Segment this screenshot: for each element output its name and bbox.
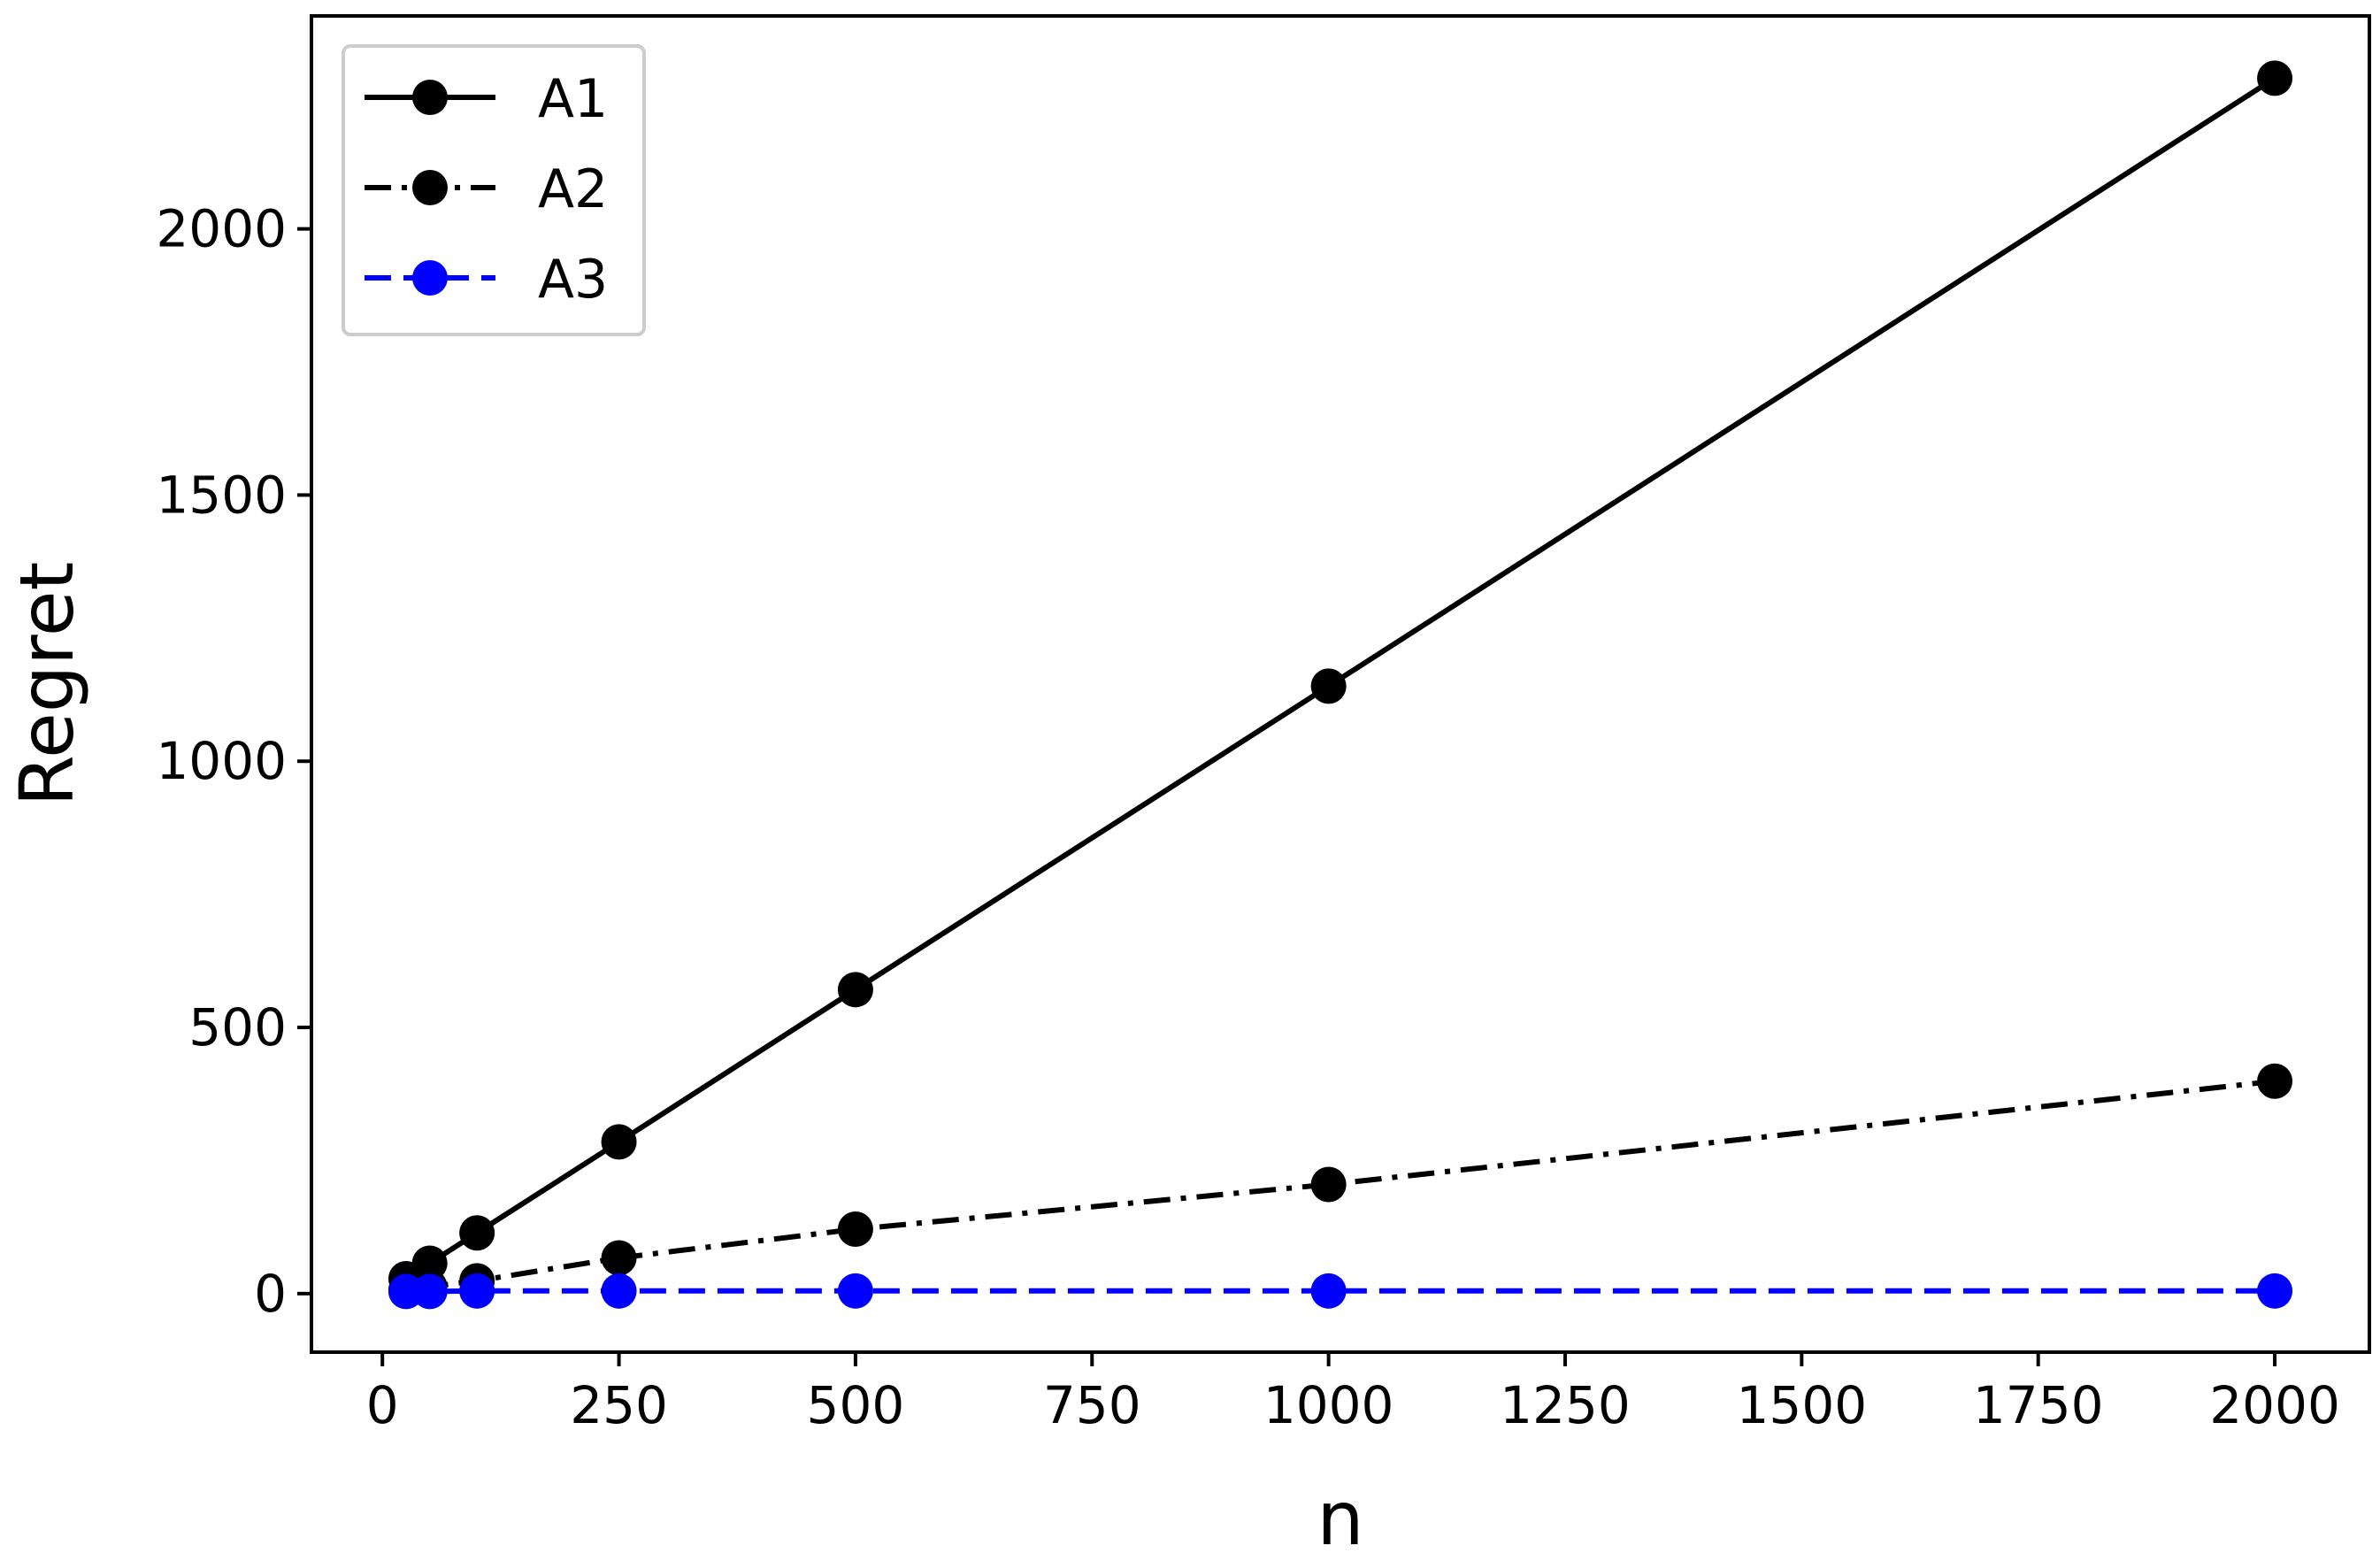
x-tick-label: 1250 bbox=[1500, 1375, 1631, 1435]
data-point-a3 bbox=[459, 1273, 495, 1309]
legend-marker-a2 bbox=[412, 170, 448, 205]
y-tick-label: 500 bbox=[188, 997, 287, 1057]
x-tick-label: 250 bbox=[570, 1375, 668, 1435]
data-point-a3 bbox=[601, 1273, 637, 1309]
y-tick-label: 2000 bbox=[156, 199, 287, 259]
plot-frame bbox=[310, 14, 2371, 1354]
x-tick-label: 500 bbox=[807, 1375, 905, 1435]
data-point-a1 bbox=[2257, 60, 2293, 96]
data-point-a1 bbox=[1310, 668, 1347, 704]
x-tick-label: 1750 bbox=[1973, 1375, 2104, 1435]
legend: A1 A2 A3 bbox=[342, 44, 646, 336]
x-tick-label: 2000 bbox=[2209, 1375, 2340, 1435]
data-point-a2 bbox=[2257, 1063, 2293, 1099]
x-tick-label: 0 bbox=[366, 1375, 399, 1435]
plot-area bbox=[388, 60, 2293, 1310]
data-point-a3 bbox=[411, 1273, 448, 1310]
data-point-a3 bbox=[1310, 1273, 1347, 1309]
data-point-a2 bbox=[1310, 1166, 1347, 1203]
x-tick-label: 750 bbox=[1043, 1375, 1141, 1435]
legend-label-a2: A2 bbox=[538, 158, 608, 220]
data-point-a3 bbox=[2257, 1273, 2293, 1309]
y-tick-label: 1500 bbox=[156, 465, 287, 525]
data-point-a2 bbox=[837, 1211, 873, 1248]
y-axis-label: Regret bbox=[4, 562, 90, 807]
x-axis-label: n bbox=[1317, 1475, 1363, 1561]
x-tick-label: 1000 bbox=[1263, 1375, 1394, 1435]
legend-label-a1: A1 bbox=[538, 68, 608, 130]
legend-marker-a3 bbox=[412, 260, 448, 296]
x-tick-label: 1500 bbox=[1737, 1375, 1868, 1435]
data-point-a3 bbox=[837, 1273, 873, 1309]
axis-ticks: 0 250 500 750 1000 1250 1500 1750 2000 0 500 1000 15… bbox=[156, 199, 2339, 1435]
data-point-a1 bbox=[459, 1215, 495, 1251]
y-tick-label: 1000 bbox=[156, 731, 287, 791]
y-tick-label: 0 bbox=[254, 1264, 287, 1324]
legend-label-a3: A3 bbox=[538, 249, 608, 311]
data-point-a2 bbox=[601, 1240, 637, 1276]
legend-marker-a1 bbox=[412, 80, 448, 115]
data-point-a1 bbox=[601, 1124, 637, 1160]
data-point-a1 bbox=[837, 972, 873, 1008]
